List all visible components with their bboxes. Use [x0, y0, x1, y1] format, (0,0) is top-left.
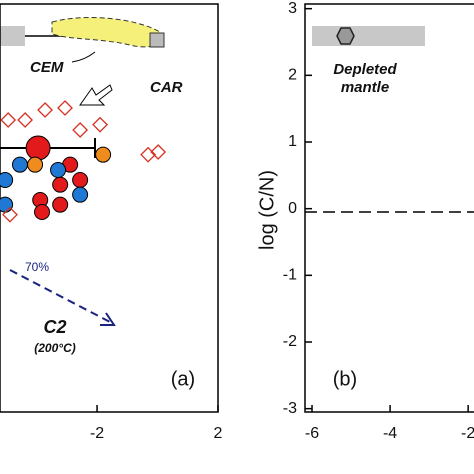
diamond-point — [37, 102, 53, 118]
x-tick-label: -2 — [90, 425, 104, 442]
y-tick-label: -2 — [283, 333, 297, 350]
diamond-point — [150, 144, 167, 160]
circle-point — [25, 135, 51, 161]
circle-point — [52, 196, 69, 213]
y-tick-label: -3 — [283, 400, 297, 417]
y-tick-label: 3 — [288, 0, 297, 17]
x-tick-label: -2 — [461, 425, 474, 442]
diamond-point — [17, 112, 34, 128]
circle-point — [11, 156, 28, 173]
temp-label: (200°C) — [34, 341, 75, 355]
diamond-point — [0, 112, 17, 128]
hollow-arrow — [79, 84, 113, 106]
mantle-label: Depleted — [333, 61, 397, 78]
circle-point — [95, 146, 112, 163]
cem-pointer — [71, 51, 96, 63]
frame — [0, 3, 219, 413]
circle-point — [50, 162, 67, 178]
diamond-point — [57, 100, 73, 116]
x-tick-label: 2 — [214, 425, 223, 442]
panel-label: (b) — [333, 368, 357, 390]
circle-point — [0, 172, 14, 188]
y-axis-label: log (C/N) — [256, 170, 278, 250]
diamond-point — [72, 122, 89, 138]
x-tick-label: -6 — [305, 425, 319, 442]
y-tick-label: 2 — [288, 67, 297, 84]
mantle-band — [312, 26, 425, 46]
diamond-point — [92, 116, 108, 133]
diamond-point — [140, 146, 157, 163]
circle-point — [27, 156, 44, 173]
circle-point — [72, 186, 89, 203]
c2-label: C2 — [43, 317, 66, 337]
car-marker — [149, 32, 165, 48]
cem-label: CEM — [30, 59, 64, 76]
cem-field — [51, 17, 162, 48]
circle-point — [52, 176, 69, 193]
percent-label: 70% — [25, 260, 49, 274]
arrow-head — [100, 312, 116, 326]
x-tick-label: -4 — [383, 425, 397, 442]
mantle-marker — [336, 27, 355, 45]
panel-label: (a) — [171, 368, 195, 390]
circle-point — [34, 204, 51, 220]
diamond-point — [2, 206, 18, 223]
y-tick-label: -1 — [283, 267, 297, 284]
mantle-label: mantle — [341, 79, 389, 96]
y-tick-label: 0 — [288, 200, 297, 217]
y-tick-label: 1 — [288, 133, 297, 150]
circle-point — [72, 172, 89, 188]
circle-point — [0, 196, 14, 213]
range-band — [0, 26, 25, 46]
car-label: CAR — [150, 79, 183, 96]
trend-arrow — [9, 269, 111, 323]
